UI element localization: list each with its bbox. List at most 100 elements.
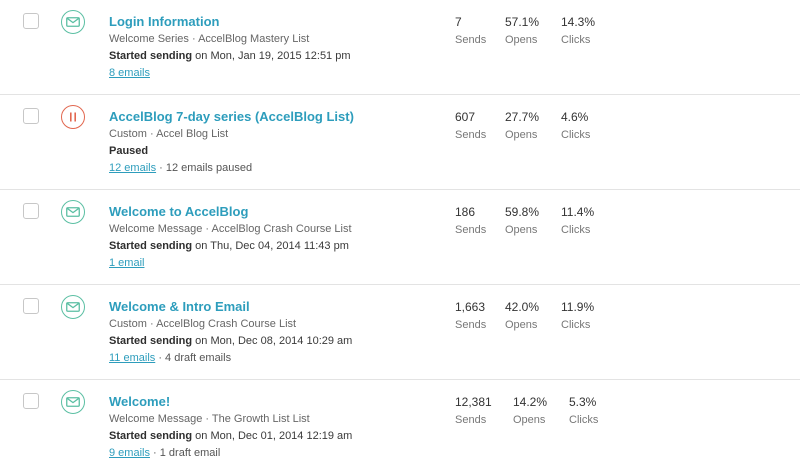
- emails-line: 8 emails: [109, 66, 439, 81]
- campaign-row: Login Information Welcome Series · Accel…: [0, 0, 800, 95]
- campaign-title-link[interactable]: Login Information: [109, 14, 220, 29]
- emails-line: 9 emails · 1 draft email: [109, 446, 439, 461]
- campaign-row: Welcome! Welcome Message · The Growth Li…: [0, 380, 800, 464]
- status-label: Started sending: [109, 430, 193, 442]
- opens-stat: 27.7% Opens: [505, 110, 539, 143]
- clicks-label: Clicks: [561, 34, 591, 46]
- emails-link[interactable]: 11 emails: [109, 352, 156, 364]
- campaign-row: AccelBlog 7-day series (AccelBlog List) …: [0, 95, 800, 190]
- opens-label: Opens: [513, 414, 546, 426]
- clicks-label: Clicks: [569, 414, 599, 426]
- envelope-icon: [61, 295, 85, 319]
- row-checkbox[interactable]: [23, 393, 39, 409]
- opens-value: 14.2%: [513, 395, 548, 409]
- opens-value: 57.1%: [505, 15, 540, 29]
- campaign-status: Started sending on Mon, Dec 01, 2014 12:…: [109, 429, 439, 444]
- sends-label: Sends: [455, 224, 487, 236]
- clicks-label: Clicks: [561, 129, 591, 141]
- campaign-status: Started sending on Mon, Dec 08, 2014 10:…: [109, 334, 439, 349]
- pause-icon: [61, 105, 85, 129]
- separator: ·: [156, 162, 166, 174]
- sends-value: 1,663: [455, 300, 486, 314]
- envelope-icon-glyph: [66, 17, 80, 27]
- opens-stat: 59.8% Opens: [505, 205, 539, 238]
- opens-value: 27.7%: [505, 110, 540, 124]
- sends-value: 607: [455, 110, 476, 124]
- campaign-status: Started sending on Mon, Jan 19, 2015 12:…: [109, 49, 439, 64]
- campaign-title-link[interactable]: Welcome & Intro Email: [109, 299, 250, 314]
- campaign-row: Welcome & Intro Email Custom · AccelBlog…: [0, 285, 800, 380]
- campaign-title-link[interactable]: Welcome to AccelBlog: [109, 204, 249, 219]
- separator: ·: [149, 447, 160, 459]
- envelope-icon-glyph: [66, 207, 80, 217]
- campaign-title-link[interactable]: AccelBlog 7-day series (AccelBlog List): [109, 109, 354, 124]
- campaign-list-name: The Growth List List: [211, 413, 310, 425]
- status-label: Started sending: [109, 240, 193, 252]
- campaign-type-list: Custom · Accel Blog List: [109, 127, 439, 142]
- emails-link[interactable]: 8 emails: [109, 67, 150, 79]
- row-checkbox[interactable]: [23, 108, 39, 124]
- emails-extra: 4 draft emails: [165, 352, 232, 364]
- emails-line: 12 emails · 12 emails paused: [109, 161, 439, 176]
- status-label: Started sending: [109, 50, 193, 62]
- status-label: Paused: [109, 145, 149, 157]
- status-detail: on Mon, Dec 08, 2014 10:29 am: [192, 335, 353, 347]
- clicks-value: 14.3%: [561, 15, 596, 29]
- envelope-icon-glyph: [66, 397, 80, 407]
- opens-value: 42.0%: [505, 300, 540, 314]
- envelope-icon: [61, 10, 85, 34]
- sends-label: Sends: [455, 414, 487, 426]
- clicks-label: Clicks: [561, 224, 591, 236]
- campaign-type-list: Welcome Series · AccelBlog Mastery List: [109, 32, 439, 47]
- campaign-type-list: Custom · AccelBlog Crash Course List: [109, 317, 439, 332]
- sends-stat: 186 Sends: [455, 205, 486, 238]
- sends-value: 186: [455, 205, 476, 219]
- campaign-type: Welcome Message: [109, 223, 203, 235]
- status-detail: on Thu, Dec 04, 2014 11:43 pm: [192, 240, 349, 252]
- pause-icon-glyph: [70, 112, 76, 122]
- sends-value: 12,381: [455, 395, 492, 409]
- emails-link[interactable]: 1 email: [109, 257, 145, 269]
- clicks-stat: 14.3% Clicks: [561, 15, 595, 48]
- clicks-value: 5.3%: [569, 395, 597, 409]
- emails-line: 1 email: [109, 256, 439, 271]
- sends-stat: 7 Sends: [455, 15, 486, 48]
- clicks-stat: 11.9% Clicks: [561, 300, 594, 333]
- opens-stat: 42.0% Opens: [505, 300, 539, 333]
- opens-label: Opens: [505, 224, 538, 236]
- clicks-stat: 5.3% Clicks: [569, 395, 598, 428]
- row-checkbox[interactable]: [23, 203, 39, 219]
- campaign-type: Custom: [109, 318, 147, 330]
- emails-extra: 12 emails paused: [165, 162, 253, 174]
- sends-stat: 607 Sends: [455, 110, 486, 143]
- opens-label: Opens: [505, 319, 538, 331]
- campaign-status: Paused: [109, 144, 439, 159]
- campaign-list-name: Accel Blog List: [156, 128, 229, 140]
- emails-line: 11 emails · 4 draft emails: [109, 351, 439, 366]
- campaign-row: Welcome to AccelBlog Welcome Message · A…: [0, 190, 800, 285]
- separator: ·: [146, 318, 157, 330]
- envelope-icon-glyph: [66, 302, 80, 312]
- emails-extra: 1 draft email: [159, 447, 221, 459]
- campaign-type: Custom: [109, 128, 147, 140]
- clicks-value: 11.9%: [561, 300, 595, 314]
- campaign-title-link[interactable]: Welcome!: [109, 394, 171, 409]
- separator: ·: [202, 223, 212, 235]
- clicks-value: 11.4%: [561, 205, 595, 219]
- opens-label: Opens: [505, 129, 538, 141]
- row-checkbox[interactable]: [23, 298, 39, 314]
- sends-label: Sends: [455, 34, 487, 46]
- clicks-stat: 11.4% Clicks: [561, 205, 594, 238]
- opens-stat: 57.1% Opens: [505, 15, 539, 48]
- sends-stat: 12,381 Sends: [455, 395, 492, 428]
- opens-stat: 14.2% Opens: [513, 395, 547, 428]
- sends-label: Sends: [455, 129, 487, 141]
- emails-link[interactable]: 9 emails: [109, 447, 150, 459]
- campaign-type-list: Welcome Message · The Growth List List: [109, 412, 439, 427]
- status-label: Started sending: [109, 335, 193, 347]
- envelope-icon: [61, 200, 85, 224]
- opens-value: 59.8%: [505, 205, 540, 219]
- emails-link[interactable]: 12 emails: [109, 162, 157, 174]
- sends-stat: 1,663 Sends: [455, 300, 486, 333]
- row-checkbox[interactable]: [23, 13, 39, 29]
